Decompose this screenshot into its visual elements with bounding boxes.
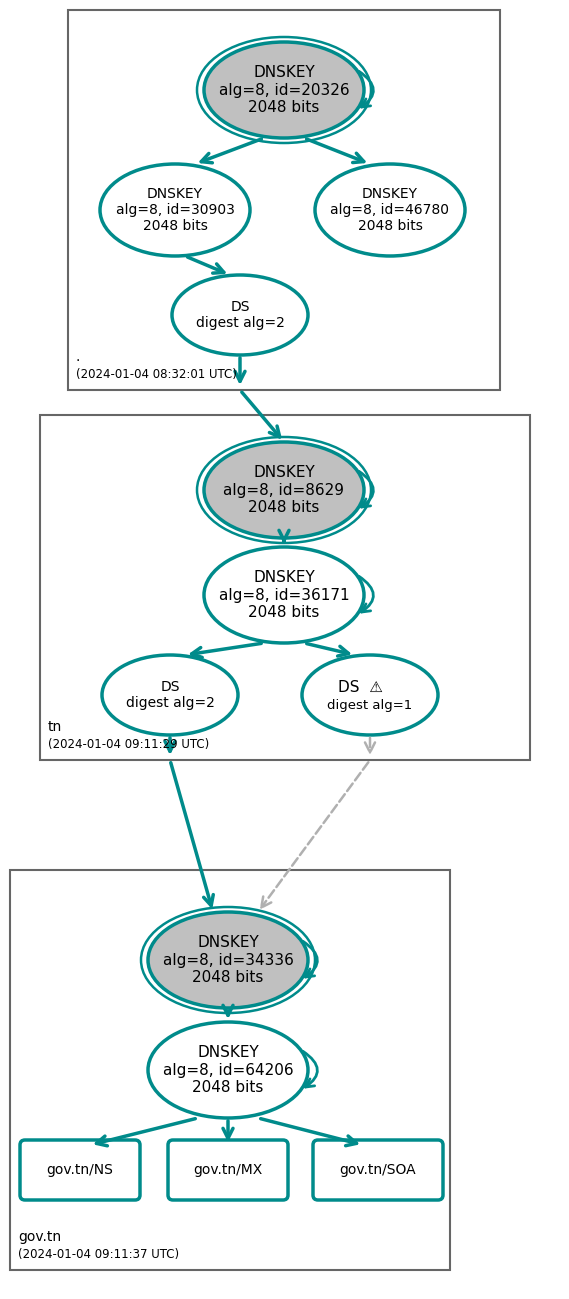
Text: DNSKEY
alg=8, id=34336
2048 bits: DNSKEY alg=8, id=34336 2048 bits: [163, 935, 294, 985]
Text: tn: tn: [48, 720, 62, 734]
Text: DS
digest alg=2: DS digest alg=2: [126, 679, 215, 711]
FancyBboxPatch shape: [168, 1141, 288, 1200]
Text: DS
digest alg=2: DS digest alg=2: [196, 300, 284, 330]
Text: DNSKEY
alg=8, id=64206
2048 bits: DNSKEY alg=8, id=64206 2048 bits: [163, 1046, 293, 1095]
Bar: [40, 414, 530, 760]
Ellipse shape: [100, 164, 250, 256]
Text: gov.tn: gov.tn: [18, 1230, 61, 1244]
Text: gov.tn/MX: gov.tn/MX: [193, 1163, 263, 1177]
FancyBboxPatch shape: [20, 1141, 140, 1200]
Ellipse shape: [102, 655, 238, 735]
FancyBboxPatch shape: [313, 1141, 443, 1200]
Text: DNSKEY
alg=8, id=36171
2048 bits: DNSKEY alg=8, id=36171 2048 bits: [218, 570, 349, 620]
Text: (2024-01-04 09:11:37 UTC): (2024-01-04 09:11:37 UTC): [18, 1248, 179, 1261]
Ellipse shape: [148, 1022, 308, 1118]
Text: (2024-01-04 09:11:29 UTC): (2024-01-04 09:11:29 UTC): [48, 738, 209, 751]
Ellipse shape: [204, 442, 364, 538]
Ellipse shape: [172, 275, 308, 355]
Text: DNSKEY
alg=8, id=20326
2048 bits: DNSKEY alg=8, id=20326 2048 bits: [218, 65, 349, 114]
Text: DNSKEY
alg=8, id=30903
2048 bits: DNSKEY alg=8, id=30903 2048 bits: [116, 187, 234, 234]
Ellipse shape: [148, 912, 308, 1008]
Bar: [10, 870, 450, 1270]
Text: DS  ⚠: DS ⚠: [337, 679, 382, 695]
Ellipse shape: [204, 42, 364, 138]
Text: gov.tn/NS: gov.tn/NS: [47, 1163, 113, 1177]
Text: DNSKEY
alg=8, id=46780
2048 bits: DNSKEY alg=8, id=46780 2048 bits: [331, 187, 450, 234]
Text: .: .: [76, 349, 80, 364]
Text: gov.tn/SOA: gov.tn/SOA: [340, 1163, 417, 1177]
Ellipse shape: [204, 547, 364, 643]
Bar: [68, 10, 500, 390]
Text: (2024-01-04 08:32:01 UTC): (2024-01-04 08:32:01 UTC): [76, 368, 237, 381]
Ellipse shape: [315, 164, 465, 256]
Text: digest alg=1: digest alg=1: [327, 699, 413, 712]
Ellipse shape: [302, 655, 438, 735]
Text: DNSKEY
alg=8, id=8629
2048 bits: DNSKEY alg=8, id=8629 2048 bits: [224, 465, 344, 514]
